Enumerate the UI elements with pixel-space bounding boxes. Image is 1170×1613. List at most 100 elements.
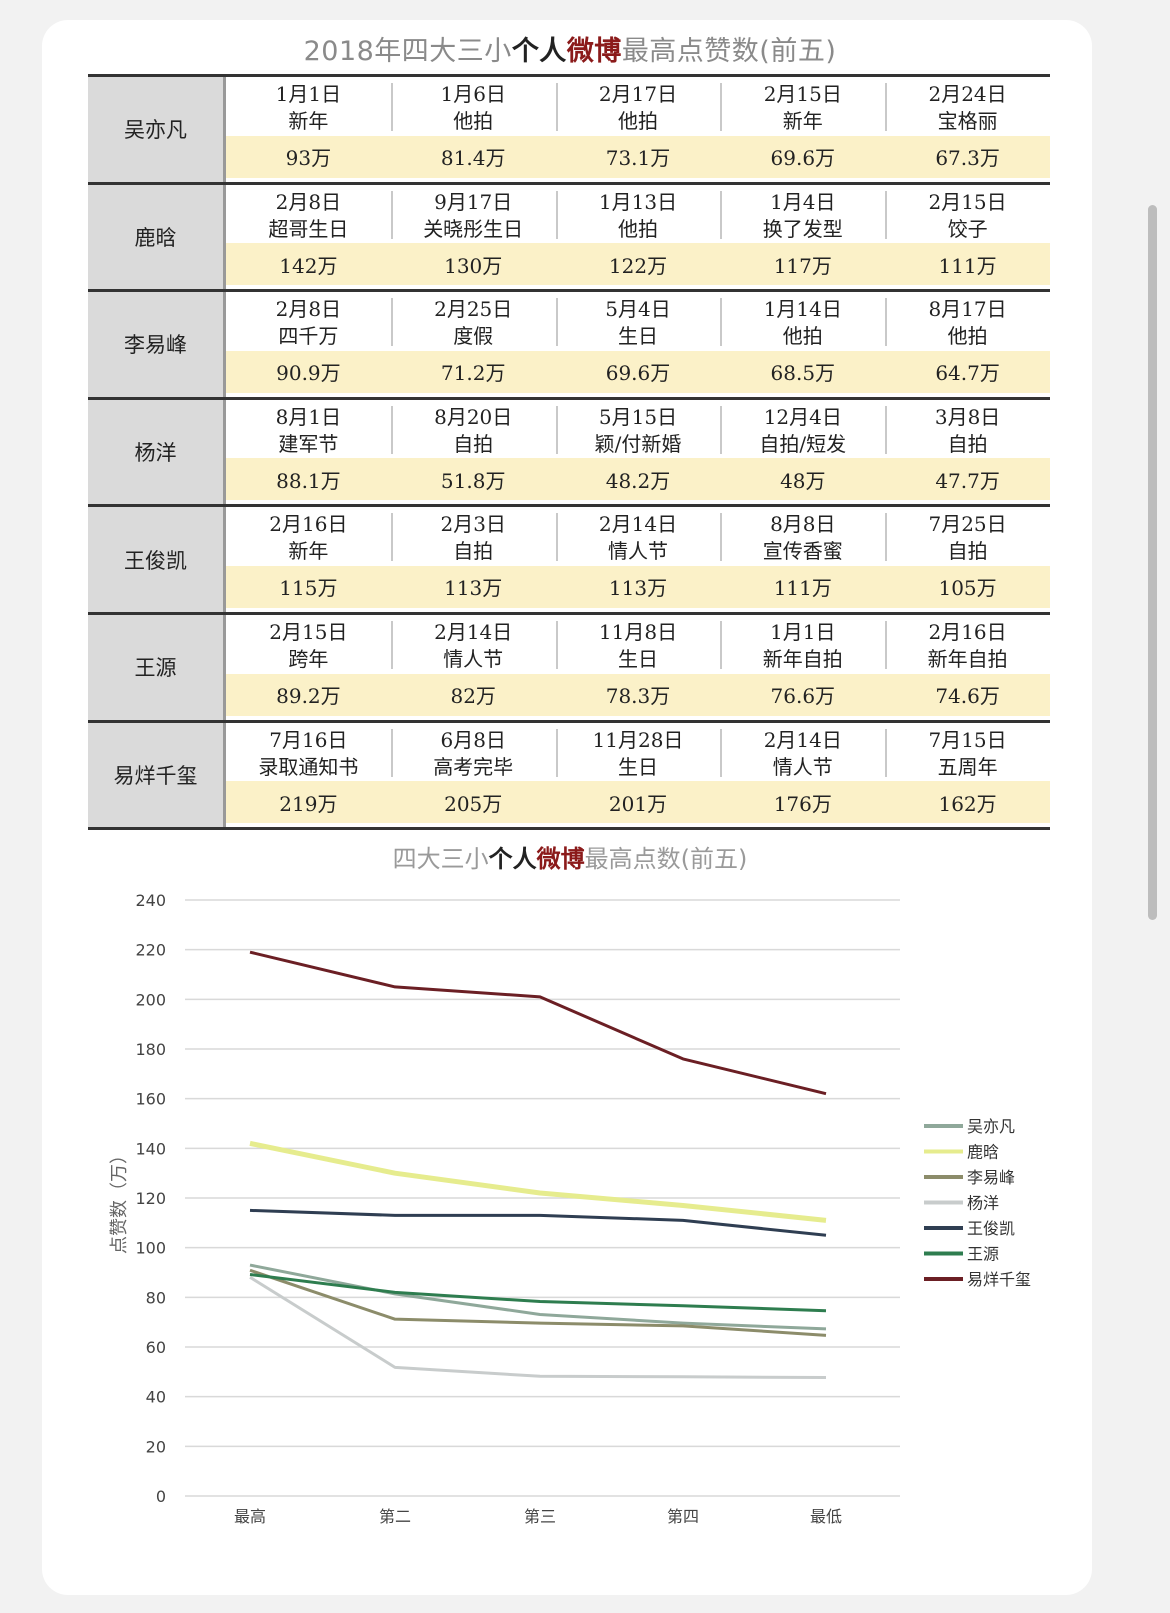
cell-divider: [390, 298, 393, 347]
cell-event: 他拍: [782, 324, 823, 349]
cell-divider: [555, 190, 558, 239]
cell-likes: 111万: [938, 253, 997, 278]
cell-date: 2月15日: [763, 82, 842, 106]
cell-likes: 93万: [285, 146, 332, 170]
cell-event: 新年自拍: [762, 646, 843, 671]
table-cell: 2月14日 情人节 82万: [390, 615, 556, 720]
table-cell: 2月16日 新年 115万: [226, 507, 391, 612]
cell-divider: [390, 405, 393, 454]
cell-divider: [555, 298, 558, 347]
cell-divider: [720, 83, 723, 131]
table-cell: 5月15日 颖/付新婚 48.2万: [555, 400, 721, 505]
cell-date: 2月14日: [598, 512, 678, 537]
likes-band: [226, 135, 1050, 178]
cell-divider: [555, 728, 558, 777]
cell-likes: 67.3万: [935, 146, 1000, 170]
cell-likes: 162万: [938, 791, 997, 816]
cell-likes: 130万: [444, 253, 503, 278]
cell-divider: [885, 620, 888, 669]
table-row: 易烊千玺 7月16日 录取通知书 219万 6月8日 高考完毕 205万 11月28日 生日 20…: [88, 722, 1050, 831]
series-line: [249, 1208, 827, 1237]
x-tick-label: 最低: [810, 1507, 842, 1526]
cell-date: 2月25日: [434, 297, 513, 322]
table-cell: 9月17日 关晓彤生日 130万: [390, 185, 556, 290]
cell-likes: 71.2万: [440, 361, 506, 386]
series-line: [249, 1268, 827, 1337]
cell-date: 2月16日: [269, 512, 348, 537]
table-cell: 2月8日 超哥生日 142万: [226, 185, 391, 290]
table-title-prefix: 2018年四大三小: [303, 36, 512, 67]
cell-likes: 68.5万: [770, 361, 836, 386]
cell-likes: 73.1万: [605, 146, 671, 170]
cell-date: 2月14日: [763, 727, 842, 752]
likes-band: [226, 458, 1050, 501]
table-title-suffix: 最高点赞数(前五): [621, 36, 837, 67]
cell-likes: 201万: [608, 791, 668, 816]
likes-band: [226, 350, 1050, 393]
row-name: 李易峰: [88, 292, 226, 397]
cell-likes: 113万: [444, 576, 503, 601]
table-cell: 2月8日 四千万 90.9万: [226, 292, 391, 397]
cell-likes: 176万: [773, 791, 832, 816]
cell-event: 五周年: [937, 754, 998, 779]
y-tick-label: 140: [135, 1139, 166, 1158]
row-name: 易烊千玺: [88, 722, 226, 828]
table-cell: 2月15日 饺子 111万: [885, 185, 1050, 290]
cell-likes: 48万: [780, 468, 826, 493]
cell-divider: [390, 728, 393, 777]
x-tick-label: 最高: [234, 1507, 266, 1526]
x-tick-label: 第二: [379, 1507, 411, 1526]
table-cell: 1月13日 他拍 122万: [555, 185, 721, 290]
cell-event: 录取通知书: [258, 754, 359, 779]
table-cell: 1月4日 换了发型 117万: [720, 185, 885, 290]
cell-event: 颖/付新婚: [594, 431, 682, 456]
cell-event: 他拍: [947, 324, 988, 349]
row-entries: 2月15日 跨年 89.2万 2月14日 情人节 82万 11月8日 生日 78.3万 1月1日新…: [226, 615, 1050, 720]
cell-date: 2月3日: [440, 512, 506, 537]
row-entries: 2月8日 四千万 90.9万 2月25日 度假 71.2万 5月4日 生日 69.6万 1月14日…: [226, 292, 1050, 397]
table-title: 2018年四大三小个人微博最高点赞数(前五): [90, 30, 1050, 74]
cell-event: 自拍: [947, 539, 988, 564]
cell-date: 7月16日: [269, 727, 348, 752]
y-tick-label: 220: [135, 941, 166, 960]
cell-date: 5月4日: [605, 297, 671, 322]
cell-event: 换了发型: [762, 216, 843, 241]
y-tick-label: 60: [146, 1338, 166, 1357]
y-tick-label: 200: [135, 990, 166, 1009]
cell-event: 自拍: [453, 539, 494, 564]
cell-event: 情人节: [772, 754, 833, 779]
row-name: 王俊凯: [88, 507, 226, 612]
table-cell: 8月8日 宣传香蜜 111万: [720, 507, 885, 612]
cell-likes: 81.4万: [440, 146, 506, 170]
cell-likes: 219万: [279, 791, 338, 816]
x-tick-label: 第三: [524, 1507, 556, 1526]
table-cell: 8月17日 他拍 64.7万: [885, 292, 1050, 397]
table-cell: 2月15日 新年 69.6万: [720, 77, 885, 182]
row-entries: 2月16日 新年 115万 2月3日 自拍 113万 2月14日 情人节 113万 8月8日 宣传香…: [226, 507, 1050, 612]
table-cell: 6月8日 高考完毕 205万: [390, 723, 556, 828]
y-axis-label: 点赞数（万）: [109, 1146, 130, 1254]
table-row: 杨洋 8月1日 建军节 88.1万 8月20日 自拍 51.8万 5月15日 颖/付新婚 48.2…: [88, 399, 1050, 508]
cell-date: 2月24日: [928, 82, 1007, 106]
table-cell: 2月3日 自拍 113万: [390, 507, 556, 612]
cell-divider: [720, 728, 723, 777]
series-line: [249, 1275, 827, 1380]
cell-date: 8月8日: [770, 512, 836, 537]
cell-event: 新年: [288, 109, 329, 133]
cell-likes: 48.2万: [605, 468, 671, 493]
likes-table: 吴亦凡 1月1日 新年 93万 1月6日 他拍 81.4万 2月17日 他拍 73.1万 2月15日…: [88, 74, 1050, 831]
cell-event: 四千万: [278, 324, 339, 349]
legend-label: 易烊千玺: [967, 1270, 1031, 1289]
chart-title-emph-personal: 个人: [489, 845, 537, 873]
cell-likes: 51.8万: [440, 468, 506, 493]
cell-date: 12月4日: [763, 404, 842, 429]
cell-date: 2月17日: [598, 82, 678, 106]
scrollbar[interactable]: [1148, 205, 1157, 920]
row-name: 王源: [88, 614, 226, 720]
table-cell: 7月16日 录取通知书 219万: [226, 723, 391, 828]
likes-band: [226, 781, 1050, 824]
cell-event: 新年: [782, 109, 823, 133]
cell-event: 新年: [288, 539, 329, 564]
y-tick-label: 100: [135, 1239, 166, 1258]
likes-band: [226, 565, 1050, 608]
